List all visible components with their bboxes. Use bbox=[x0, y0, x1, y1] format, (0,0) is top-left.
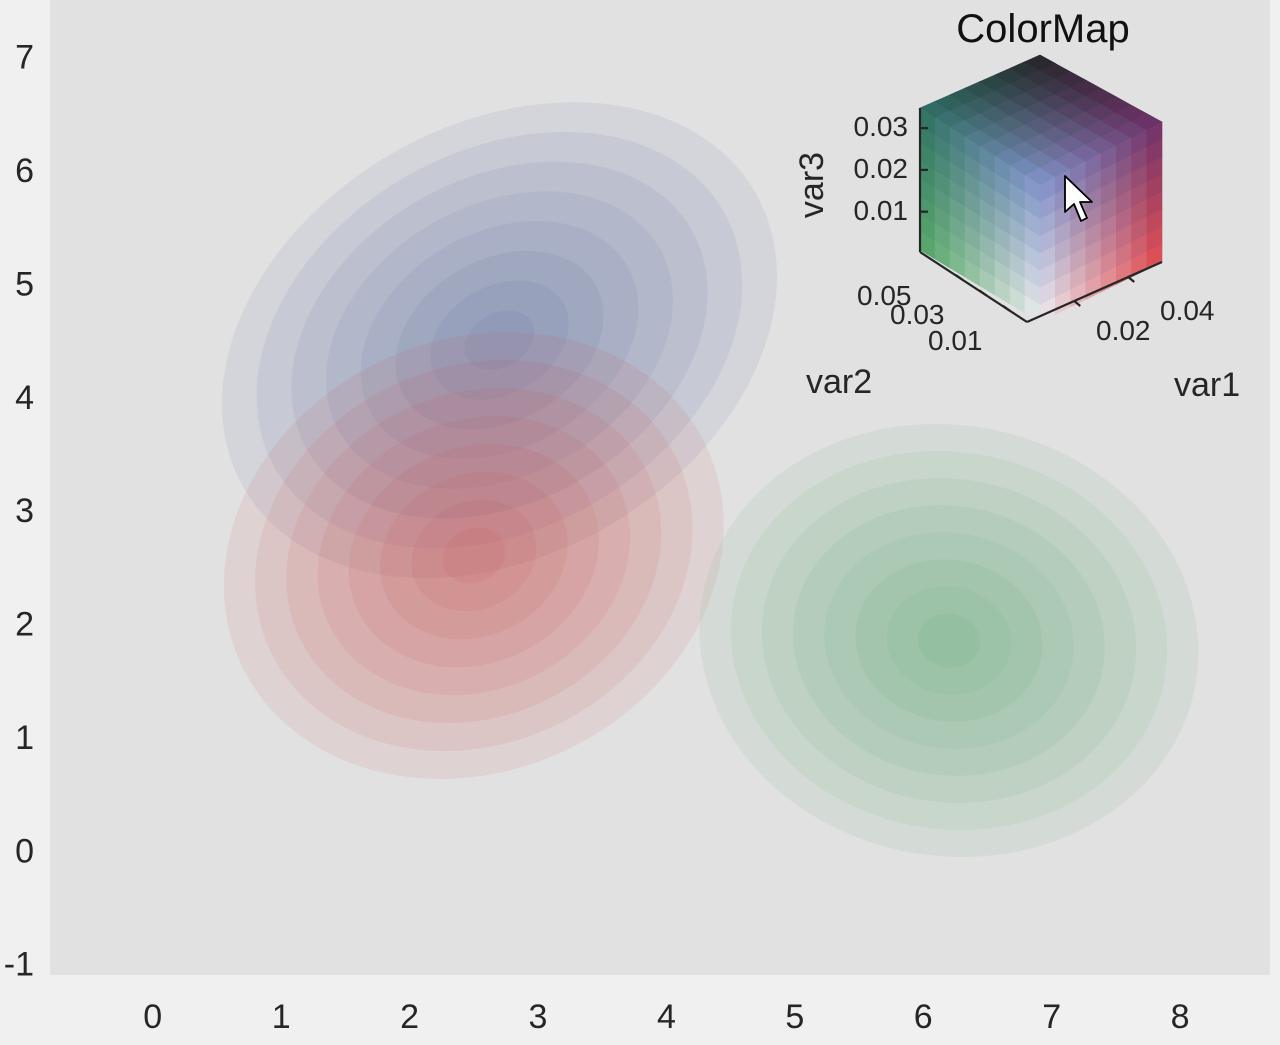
colormap-axes bbox=[918, 108, 1163, 324]
contour-level-3 bbox=[286, 387, 662, 724]
y-tick-label: 1 bbox=[15, 719, 34, 757]
colormap-axis-line bbox=[978, 289, 987, 297]
y-tick-label: 4 bbox=[15, 379, 34, 417]
contour-level-5 bbox=[360, 221, 639, 460]
y-tick-label: 2 bbox=[15, 606, 34, 644]
x-tick-label: 4 bbox=[657, 998, 676, 1036]
contour-level-4 bbox=[317, 415, 631, 696]
var3-tick-0.03: 0.03 bbox=[854, 111, 909, 142]
contour-layer bbox=[221, 102, 1199, 858]
var2-tick-0.01: 0.01 bbox=[928, 325, 983, 356]
var2-tick-0.05: 0.05 bbox=[857, 280, 912, 311]
contour-level-2 bbox=[730, 451, 1168, 831]
colormap-cube[interactable] bbox=[919, 54, 1163, 323]
contour-level-1 bbox=[699, 424, 1199, 858]
contour-series-2 bbox=[223, 332, 724, 779]
mouse-cursor-icon bbox=[1064, 175, 1093, 222]
var1-tick-0.02: 0.02 bbox=[1096, 315, 1151, 346]
contour-level-2 bbox=[256, 131, 743, 549]
contour-level-6 bbox=[855, 559, 1043, 722]
var3-label: var3 bbox=[793, 152, 831, 218]
colormap-title: ColorMap bbox=[956, 7, 1129, 51]
contour-level-7 bbox=[886, 586, 1012, 695]
colormap-face-top bbox=[919, 54, 1163, 186]
contour-level-8 bbox=[442, 527, 506, 584]
contour-level-5 bbox=[348, 443, 599, 668]
contour-level-7 bbox=[430, 280, 569, 400]
x-tick-label: 6 bbox=[914, 998, 933, 1036]
contour-level-6 bbox=[395, 250, 604, 430]
y-tick-label: -1 bbox=[4, 946, 34, 984]
x-tick-label: 1 bbox=[272, 998, 291, 1036]
y-tick-label: 6 bbox=[15, 152, 34, 190]
contour-level-8 bbox=[464, 310, 535, 370]
var2-tick-0.03: 0.03 bbox=[890, 299, 945, 330]
var1-label: var1 bbox=[1174, 366, 1240, 404]
var3-tick-0.02: 0.02 bbox=[854, 153, 909, 184]
y-tick-label: 0 bbox=[15, 832, 34, 870]
var3-tick-0.01: 0.01 bbox=[854, 195, 909, 226]
x-axis-ticks: 0 1 2 3 4 5 6 7 8 bbox=[143, 998, 1189, 1036]
contour-level-6 bbox=[380, 471, 568, 640]
contour-level-4 bbox=[793, 505, 1105, 776]
y-tick-label: 3 bbox=[15, 492, 34, 530]
contour-series-3 bbox=[699, 424, 1199, 858]
colormap-axis-line bbox=[955, 274, 964, 281]
contour-level-4 bbox=[326, 191, 673, 489]
x-tick-label: 3 bbox=[529, 998, 548, 1036]
colormap-face-left bbox=[919, 107, 1041, 323]
x-tick-label: 0 bbox=[143, 998, 162, 1036]
contour-level-7 bbox=[411, 499, 537, 612]
x-tick-label: 2 bbox=[400, 998, 419, 1036]
colormap-axis-line bbox=[1002, 304, 1011, 312]
colormap-axis-line bbox=[1026, 260, 1163, 324]
contour-level-8 bbox=[917, 613, 981, 668]
x-tick-label: 8 bbox=[1171, 998, 1190, 1036]
contour-level-1 bbox=[223, 332, 724, 779]
contour-series-1 bbox=[221, 102, 778, 579]
colormap-axis-line bbox=[1073, 300, 1081, 307]
y-axis-ticks: -1 0 1 2 3 4 5 6 7 bbox=[4, 39, 34, 984]
x-tick-label: 5 bbox=[785, 998, 804, 1036]
colormap-inset[interactable]: ColorMap 0.03 0.02 0.01 0.05 0.03 0.01 0… bbox=[793, 7, 1240, 404]
var2-label: var2 bbox=[806, 363, 872, 401]
colormap-axis-line bbox=[1127, 276, 1135, 283]
contour-level-1 bbox=[221, 102, 778, 579]
x-tick-label: 7 bbox=[1042, 998, 1061, 1036]
contour-level-2 bbox=[255, 360, 693, 751]
contour-level-3 bbox=[761, 478, 1137, 803]
contour-level-5 bbox=[824, 532, 1074, 749]
contour-level-3 bbox=[291, 161, 708, 519]
y-tick-label: 5 bbox=[15, 265, 34, 303]
y-tick-label: 7 bbox=[15, 39, 34, 77]
var1-tick-0.04: 0.04 bbox=[1160, 295, 1215, 326]
